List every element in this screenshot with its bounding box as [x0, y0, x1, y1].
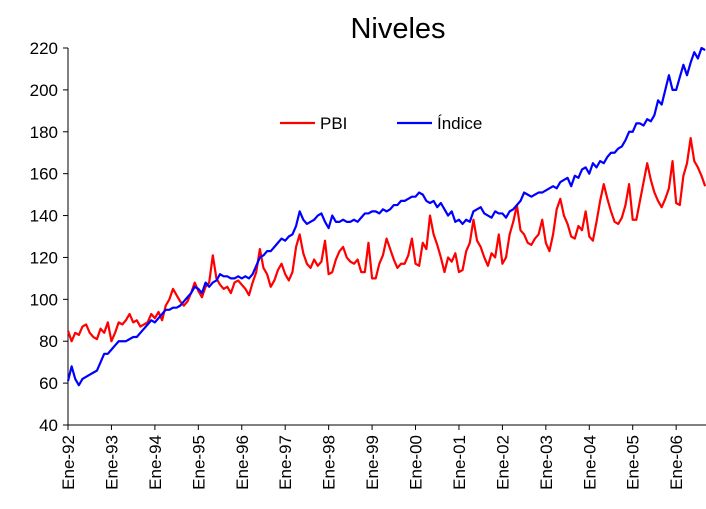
- y-tick-label: 60: [39, 374, 58, 393]
- y-tick-label: 80: [39, 332, 58, 351]
- x-tick-label: Ene-06: [667, 435, 686, 490]
- y-tick-label: 100: [30, 290, 58, 309]
- x-tick-label: Ene-98: [320, 435, 339, 490]
- y-tick-label: 200: [30, 81, 58, 100]
- x-tick-label: Ene-96: [233, 435, 252, 490]
- x-tick-label: Ene-05: [624, 435, 643, 490]
- x-tick-label: Ene-93: [102, 435, 121, 490]
- x-tick-label: Ene-02: [493, 435, 512, 490]
- x-tick-label: Ene-95: [189, 435, 208, 490]
- x-tick-label: Ene-94: [146, 435, 165, 490]
- x-tick-label: Ene-04: [580, 435, 599, 490]
- y-tick-label: 180: [30, 123, 58, 142]
- series-line: [66, 136, 706, 343]
- x-tick-label: Ene-97: [276, 435, 295, 490]
- x-tick-label: Ene-99: [363, 435, 382, 490]
- y-tick-label: 140: [30, 207, 58, 226]
- legend-label: PBI: [320, 114, 347, 133]
- x-tick-label: Ene-92: [59, 435, 78, 490]
- x-tick-label: Ene-03: [537, 435, 556, 490]
- y-tick-label: 120: [30, 248, 58, 267]
- legend-label: Índice: [437, 114, 482, 133]
- x-tick-label: Ene-00: [407, 435, 426, 490]
- y-tick-label: 160: [30, 165, 58, 184]
- y-tick-label: 220: [30, 39, 58, 58]
- chart-title: Niveles: [350, 13, 445, 45]
- series-line: [66, 46, 706, 387]
- x-tick-label: Ene-01: [450, 435, 469, 490]
- y-tick-label: 40: [39, 416, 58, 435]
